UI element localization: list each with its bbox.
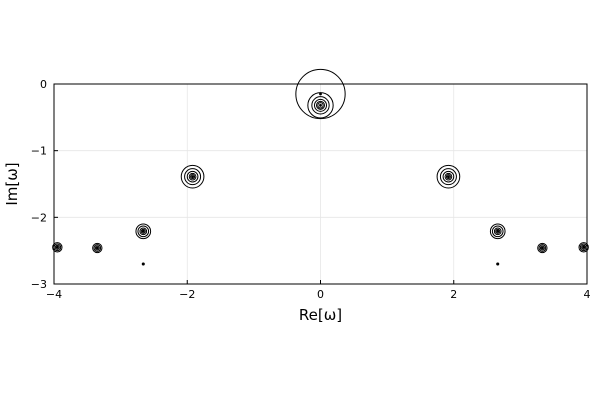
pole-point — [319, 92, 322, 96]
pole-marker — [578, 242, 589, 253]
pole-ring — [491, 225, 504, 238]
pole-ring — [307, 92, 334, 119]
pole-point — [447, 175, 450, 179]
pole-ring — [139, 227, 148, 236]
pole-point — [141, 262, 145, 266]
pole-marker — [307, 92, 334, 119]
pole-point — [496, 262, 500, 266]
x-tick-label: 4 — [584, 288, 591, 301]
pole-ring — [316, 100, 325, 110]
x-tick-label: 2 — [450, 288, 457, 301]
pole-ring — [436, 164, 461, 189]
x-tick-label: 0 — [317, 288, 324, 301]
pole-marker — [537, 242, 548, 254]
pole-marker — [489, 223, 506, 240]
pole-ring — [489, 223, 506, 240]
pole-ring — [581, 244, 587, 250]
pole-point — [141, 229, 145, 233]
pole-ring — [445, 174, 451, 180]
pole-ring — [52, 242, 63, 253]
pole-point — [191, 175, 194, 179]
pole-ring — [180, 164, 205, 189]
data-points — [52, 68, 589, 266]
pole-marker — [135, 223, 152, 240]
pole-ring — [539, 245, 545, 251]
pole-ring — [186, 170, 199, 183]
pole-ring — [439, 168, 457, 186]
pole-ring — [92, 242, 103, 254]
pole-point — [540, 246, 544, 250]
pole-ring — [537, 242, 548, 254]
pole-ring — [311, 96, 330, 115]
axis-ticks: −4 −2 0 2 4 −3 −2 −1 0 — [31, 78, 591, 301]
pole-marker — [496, 262, 500, 266]
x-axis-label: Re[ω] — [299, 306, 342, 324]
x-tick-label: −4 — [46, 288, 62, 301]
pole-ring — [94, 245, 100, 251]
y-tick-label: 0 — [40, 78, 47, 91]
pole-ring — [93, 244, 102, 252]
pole-point — [319, 103, 322, 107]
pole-marker — [436, 164, 461, 189]
pole-ring — [444, 172, 453, 181]
pole-ring — [538, 244, 547, 252]
pole-ring — [184, 168, 202, 186]
x-tick-label: −2 — [179, 288, 195, 301]
y-tick-label: −1 — [31, 145, 47, 158]
pole-ring — [190, 174, 196, 180]
y-axis-label: Im[ω] — [3, 162, 21, 205]
pole-ring — [578, 242, 589, 253]
pole-marker — [295, 68, 346, 120]
pole-marker — [180, 164, 205, 189]
pole-ring — [137, 225, 150, 238]
pole-point — [582, 245, 586, 249]
pole-ring — [188, 172, 197, 181]
pole-ring — [317, 102, 324, 109]
pole-ring — [493, 227, 502, 236]
y-tick-label: −2 — [31, 211, 47, 224]
pole-ring — [442, 170, 455, 183]
pole-ring — [314, 98, 327, 112]
pole-point — [55, 245, 59, 249]
pole-marker — [52, 242, 63, 253]
pole-ring — [54, 244, 60, 250]
pole-ring — [295, 68, 346, 120]
pole-marker — [141, 262, 145, 266]
pole-ring — [495, 228, 501, 234]
pole-marker — [92, 242, 103, 254]
pole-ring — [140, 228, 146, 234]
y-tick-label: −3 — [31, 278, 47, 291]
pole-point — [496, 229, 500, 233]
pole-ring — [135, 223, 152, 240]
pole-point — [95, 246, 99, 250]
